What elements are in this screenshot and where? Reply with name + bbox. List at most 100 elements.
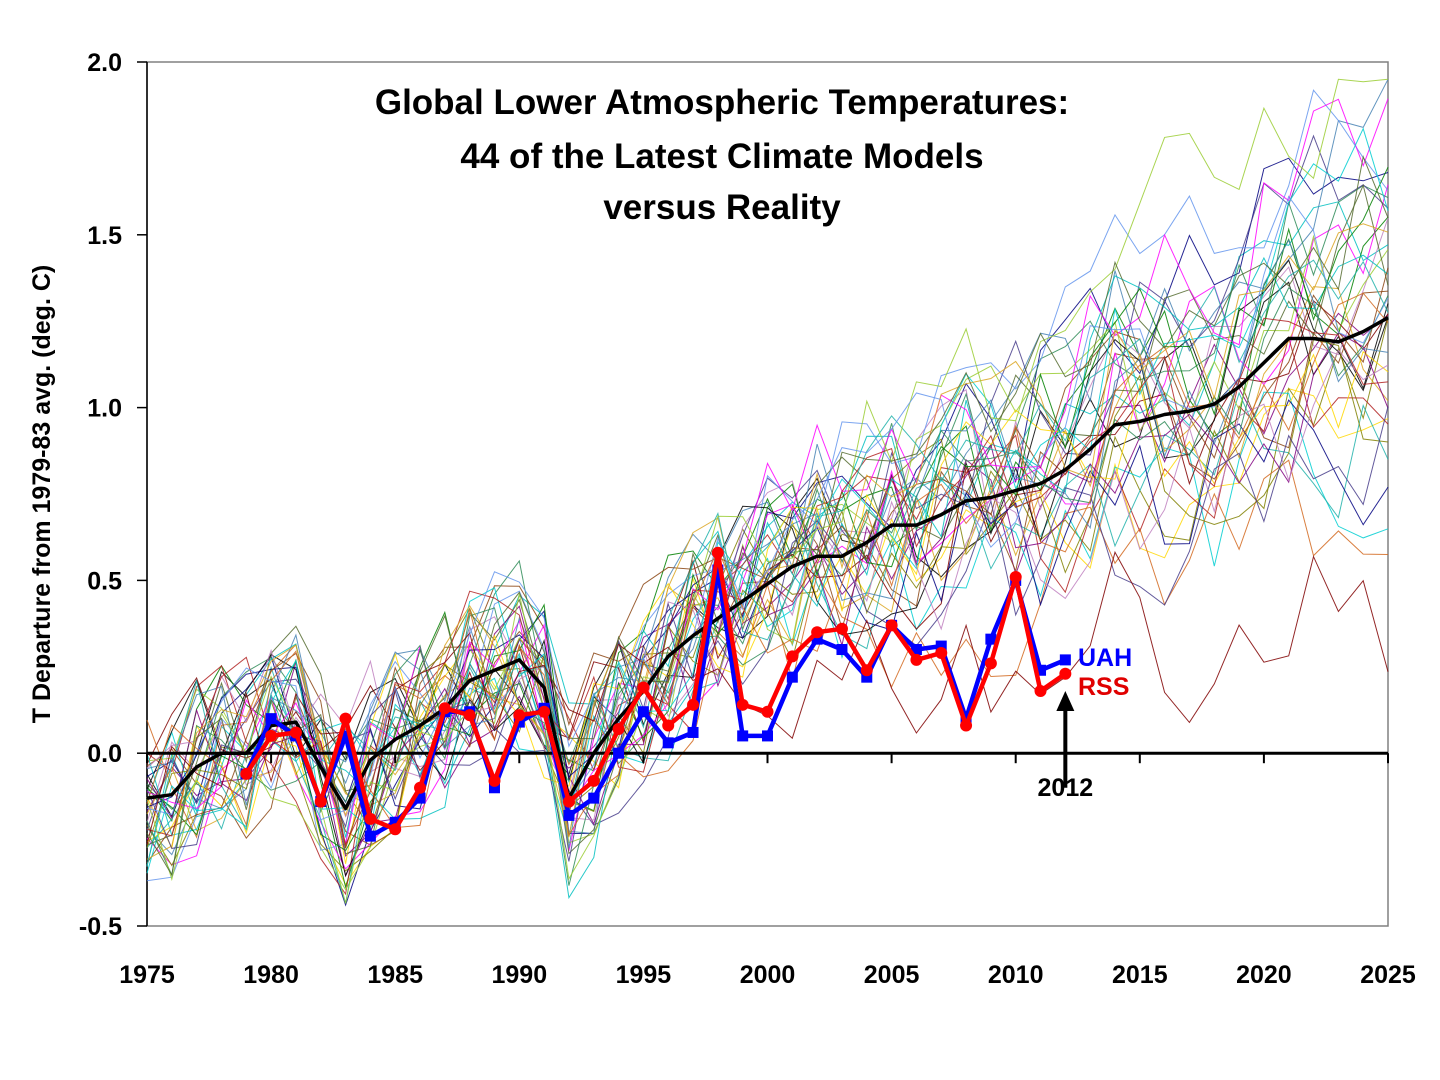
x-axis-ticks: 1975 1980 1985 1990 1995 2000 2005 2010 2015 2020… [119,961,1416,989]
rss-point [1059,667,1072,680]
annotation-2012: 2012 [1038,690,1094,802]
uah-point [488,782,500,794]
model-runs-group [146,78,1389,907]
uah-point [613,747,625,759]
uah-point [414,792,426,804]
uah-point [662,737,674,749]
rss-point [711,546,724,559]
model-run-line [146,195,1389,821]
rss-point [364,812,377,825]
x-tick-label: 1985 [367,961,423,989]
uah-point [364,830,376,842]
uah-point [1059,654,1071,666]
uah-point [563,809,575,821]
uah-point [910,644,922,656]
uah-point [737,730,749,742]
rss-point [910,653,923,666]
uah-point [861,671,873,683]
x-tick-label: 1975 [119,961,175,989]
y-tick-label: 1.0 [87,395,122,423]
chart-title-line-3: versus Reality [603,188,841,227]
x-tick-label: 1980 [243,961,299,989]
model-run-line [146,155,1389,877]
model-run-line [146,127,1389,874]
annotation-arrow-head-icon [1056,690,1075,711]
y-tick-label: 1.5 [87,222,122,250]
rss-series-label: RSS [1078,673,1129,701]
chart-title-line-2: 44 of the Latest Climate Models [460,137,983,176]
uah-point [836,644,848,656]
rss-point [389,823,402,836]
rss-point [736,698,749,711]
plot-area [146,61,1389,927]
model-run-line [146,166,1389,852]
rss-point [811,626,824,639]
rss-point [289,726,302,739]
model-mean-line [146,316,1389,811]
rss-point [463,709,476,722]
rss-point [562,795,575,808]
rss-point [587,774,600,787]
model-run-line [146,98,1389,844]
rss-point [662,719,675,732]
uah-point [811,633,823,645]
chart-title-line-1: Global Lower Atmospheric Temperatures: [375,83,1069,122]
model-run-line [146,335,1389,896]
model-run-line [146,78,1389,904]
x-tick-label: 2025 [1360,961,1416,989]
rss-point [612,723,625,736]
rss-point [538,705,551,718]
model-run-line [146,234,1389,891]
uah-point [265,713,277,725]
uah-point [712,564,724,576]
rss-point [935,646,948,659]
observations-group [240,546,1072,842]
model-mean-group [146,316,1389,811]
uah-point [935,640,947,652]
model-run-line [146,350,1389,864]
x-tick-label: 2005 [864,961,920,989]
rss-point [835,622,848,635]
rss-point [314,795,327,808]
x-tick-label: 1995 [616,961,672,989]
uah-line [244,567,1067,839]
uah-point [687,726,699,738]
x-tick-label: 2000 [740,961,796,989]
model-run-line [146,388,1389,886]
x-tick-label: 1990 [491,961,547,989]
rss-point [761,705,774,718]
uah-series-label: UAH [1078,644,1132,672]
uah-point [985,633,997,645]
rss-point [960,719,973,732]
x-tick-label: 2015 [1112,961,1168,989]
rss-point [687,698,700,711]
rss-point [240,767,253,780]
uah-point [786,671,798,683]
rss-point [488,774,501,787]
uah-point [513,716,525,728]
uah-point [340,730,352,742]
rss-point [1034,684,1047,697]
uah-point [762,730,773,742]
rss-point [637,681,650,694]
x-tick-label: 2010 [988,961,1044,989]
rss-point [860,664,873,677]
rss-point [438,702,451,715]
y-axis-ticks: -0.5 0.0 0.5 1.0 1.5 2.0 [79,49,147,941]
uah-point [389,816,401,828]
model-run-line [146,157,1389,907]
rss-point [1009,570,1022,583]
x-tick-label: 2020 [1236,961,1292,989]
uah-point [588,792,600,804]
rss-point [885,619,898,632]
y-tick-label: 0.0 [87,740,122,768]
rss-point [984,657,997,670]
annotation-label-2012: 2012 [1038,774,1094,802]
uah-point [1035,664,1047,676]
y-tick-label: 0.5 [87,567,122,595]
rss-point [513,709,526,722]
model-run-line [146,332,1389,857]
uah-point [637,706,649,718]
model-run-line [146,259,1389,904]
